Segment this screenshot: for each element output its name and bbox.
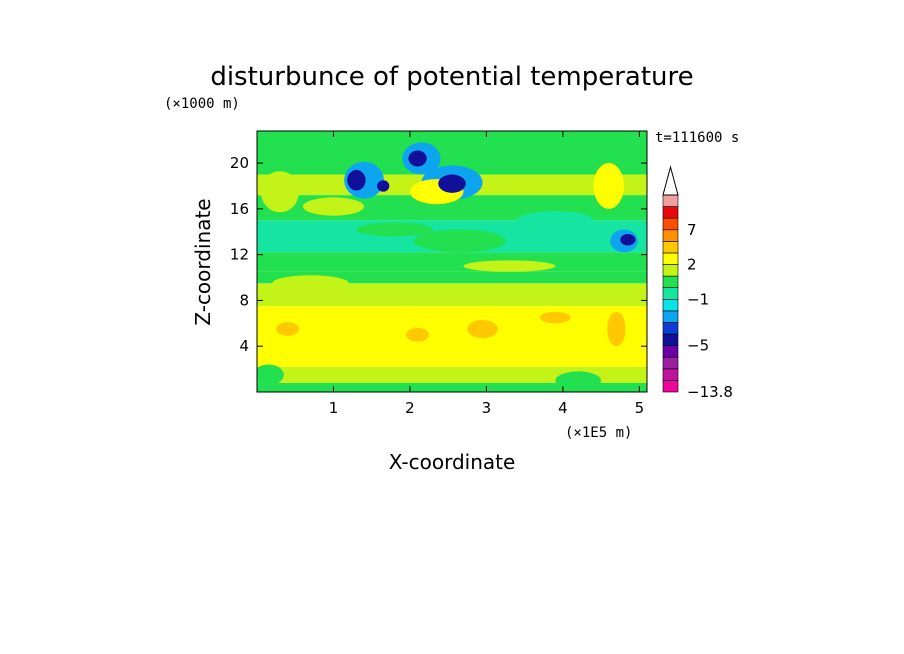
contour-feature-9	[260, 171, 300, 213]
y-axis-label: Z-coordinate	[191, 198, 215, 325]
contour-feature-23	[272, 275, 349, 292]
colorbar-segment-14	[662, 217, 679, 231]
y-tick-label-2: 12	[230, 246, 249, 264]
colorbar-segment-16	[662, 194, 679, 207]
contour-feature-11	[356, 222, 433, 237]
contour-feature-0	[347, 169, 366, 191]
x-tick-label-0: 1	[329, 399, 339, 417]
contour-feature-6	[377, 180, 390, 192]
colorbar-segment-5	[662, 322, 679, 335]
colorbar-segment-7	[662, 298, 679, 312]
contour-feature-2	[408, 150, 427, 167]
colorbar-label-1: 2	[687, 256, 697, 274]
contour-feature-4	[438, 174, 466, 193]
colorbar-segment-11	[662, 252, 679, 265]
time-label: t=111600 s	[655, 130, 739, 146]
colorbar-label-3: −5	[687, 337, 709, 355]
colorbar-segment-10	[662, 264, 679, 277]
x-unit-label: (×1E5 m)	[565, 425, 632, 441]
x-tick-label-3: 4	[558, 399, 568, 417]
colorbar-segment-2	[662, 356, 679, 370]
colorbar-segment-4	[662, 333, 679, 346]
contour-feature-14	[593, 163, 625, 209]
colorbar-label-4: −13.8	[687, 383, 733, 401]
x-tick-label-2: 3	[482, 399, 492, 417]
colorbar-segment-9	[662, 275, 679, 289]
colorbar-segment-15	[662, 206, 679, 219]
contour-feature-13	[620, 234, 636, 246]
contour-band-5	[257, 271, 647, 284]
y-tick-label-4: 20	[230, 154, 249, 172]
contour-band-4	[257, 283, 647, 307]
contour-feature-22	[555, 371, 602, 390]
contour-band-3	[257, 306, 647, 341]
contour-field	[257, 131, 647, 392]
x-tick-label-1: 2	[405, 399, 415, 417]
plot-frame	[256, 130, 648, 393]
y-tick-label-3: 16	[230, 200, 249, 218]
y-tick-label-1: 8	[239, 291, 249, 309]
x-axis: 1 2 3 4 5	[329, 131, 644, 417]
x-tick-label-4: 5	[635, 399, 645, 417]
contour-band-1	[257, 366, 647, 383]
colorbar-label-2: −1	[687, 290, 709, 308]
contour-band-6	[257, 252, 647, 272]
contour-feature-17	[467, 319, 498, 339]
contour-band-0	[257, 382, 647, 392]
colorbar-segment-0	[662, 380, 679, 393]
colorbar-segment-13	[662, 229, 679, 242]
contour-feature-19	[539, 311, 571, 324]
contour-feature-20	[607, 311, 626, 347]
contour-feature-21	[257, 364, 284, 386]
colorbar-segment-8	[662, 287, 679, 300]
colorbar-segment-3	[662, 345, 679, 358]
contour-band-2	[257, 340, 647, 367]
colorbar: 7 2 −1 −5 −13.8	[662, 165, 733, 401]
colorbar-segment-6	[662, 310, 679, 323]
contour-feature-16	[276, 322, 300, 336]
contour-feature-15	[517, 211, 594, 230]
y-tick-label-0: 4	[239, 337, 249, 355]
contour-feature-18	[406, 327, 430, 342]
y-axis: 4 8 12 16 20	[230, 154, 647, 355]
colorbar-segment-12	[662, 241, 679, 254]
contour-feature-8	[302, 197, 365, 216]
contour-feature-10	[413, 229, 506, 253]
colorbar-label-0: 7	[687, 221, 697, 239]
y-unit-label: (×1000 m)	[164, 96, 240, 112]
chart-title: disturbunce of potential temperature	[210, 62, 693, 92]
x-axis-label: X-coordinate	[389, 450, 516, 474]
colorbar-extend-arrow	[662, 165, 679, 196]
contour-feature-24	[463, 260, 556, 272]
colorbar-segment-1	[662, 368, 679, 381]
